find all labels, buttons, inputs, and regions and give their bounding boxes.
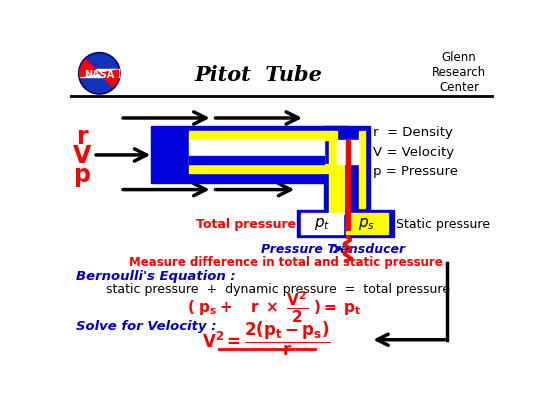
Text: p: p — [74, 163, 91, 187]
Text: NASA: NASA — [84, 70, 114, 80]
Text: p = Pressure: p = Pressure — [373, 164, 458, 178]
Bar — [346, 213, 388, 235]
Text: Bernoulli's Equation :: Bernoulli's Equation : — [76, 270, 236, 282]
Text: $p_t$: $p_t$ — [314, 216, 330, 232]
Text: V: V — [73, 144, 91, 168]
Bar — [338, 165, 344, 215]
Text: $p_s$: $p_s$ — [358, 216, 375, 232]
Text: Static pressure: Static pressure — [396, 217, 490, 230]
Wedge shape — [100, 71, 119, 88]
Text: Glenn
Research
Center: Glenn Research Center — [432, 51, 486, 94]
Bar — [359, 132, 365, 209]
Bar — [189, 132, 332, 140]
Text: Pitot  Tube: Pitot Tube — [195, 65, 323, 85]
Text: r  = Density: r = Density — [373, 126, 453, 139]
Bar — [298, 211, 394, 238]
Bar — [301, 213, 343, 235]
Text: Pressure Transducer: Pressure Transducer — [261, 243, 405, 256]
Bar — [189, 140, 324, 165]
Bar — [329, 132, 337, 230]
Text: $\mathbf{V^2 = \dfrac{2(p_t - p_s)}{r}}$: $\mathbf{V^2 = \dfrac{2(p_t - p_s)}{r}}$ — [202, 318, 331, 357]
Text: r: r — [76, 124, 88, 148]
Text: Total pressure: Total pressure — [196, 217, 296, 230]
Wedge shape — [80, 61, 100, 78]
Text: static pressure  +  dynamic pressure  =  total pressure: static pressure + dynamic pressure = tot… — [106, 282, 450, 295]
Circle shape — [79, 53, 120, 95]
Bar — [324, 126, 371, 230]
Bar — [337, 140, 359, 165]
Text: V = Velocity: V = Velocity — [373, 145, 454, 158]
Bar — [346, 140, 350, 230]
Text: Measure difference in total and static pressure: Measure difference in total and static p… — [129, 256, 443, 269]
Text: Solve for Velocity :: Solve for Velocity : — [76, 320, 217, 332]
Bar — [189, 157, 324, 165]
Bar — [151, 126, 348, 184]
Circle shape — [80, 55, 119, 93]
Text: $\mathbf{(\ p_s +\ \ \ r\ \times\ \dfrac{V^2}{2}\ ) = \ p_t}$: $\mathbf{(\ p_s +\ \ \ r\ \times\ \dfrac… — [187, 288, 361, 324]
Bar — [189, 165, 332, 173]
